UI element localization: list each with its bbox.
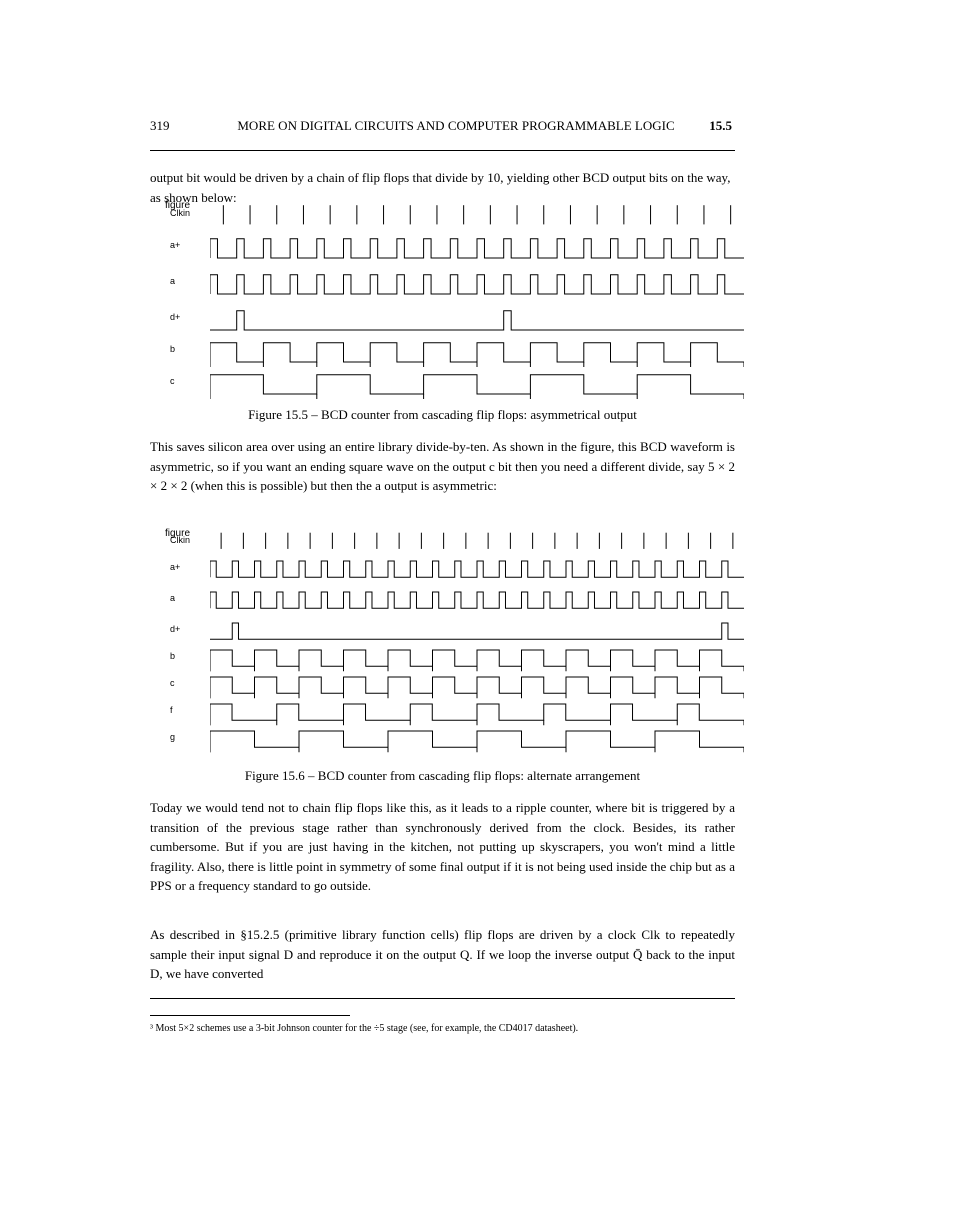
figure-2-caption: Figure 15.6 – BCD counter from cascading…: [150, 768, 735, 784]
footnote-rule: [150, 1015, 350, 1016]
top-rule: [150, 150, 735, 151]
signal-label: d+: [170, 624, 180, 634]
signal-label: c: [170, 678, 175, 688]
figure-2-timing-diagram: [210, 530, 744, 760]
mid-paragraph: This saves silicon area over using an en…: [150, 437, 735, 496]
figure-1-timing-diagram: [210, 202, 744, 408]
figure-side-label: figure: [165, 200, 190, 211]
section-number: 15.5: [709, 118, 732, 134]
signal-label: a: [170, 593, 175, 603]
bottom-rule: [150, 998, 735, 999]
signal-label: b: [170, 344, 175, 354]
figure-1-caption: Figure 15.5 – BCD counter from cascading…: [150, 407, 735, 423]
signal-label: a+: [170, 240, 180, 250]
signal-label: d+: [170, 312, 180, 322]
chapter-title: MORE ON DIGITAL CIRCUITS AND COMPUTER PR…: [180, 118, 732, 134]
signal-label: g: [170, 732, 175, 742]
signal-label: c: [170, 376, 175, 386]
body-paragraph-3: As described in §15.2.5 (primitive libra…: [150, 925, 735, 984]
signal-label: f: [170, 705, 173, 715]
figure-side-label: figure: [165, 528, 190, 539]
signal-label: b: [170, 651, 175, 661]
signal-label: a+: [170, 562, 180, 572]
body-paragraph-2: Today we would tend not to chain flip fl…: [150, 798, 735, 896]
footnote: ³ Most 5×2 schemes use a 3-bit Johnson c…: [150, 1022, 735, 1036]
page-number: 319: [150, 118, 170, 134]
signal-label: a: [170, 276, 175, 286]
